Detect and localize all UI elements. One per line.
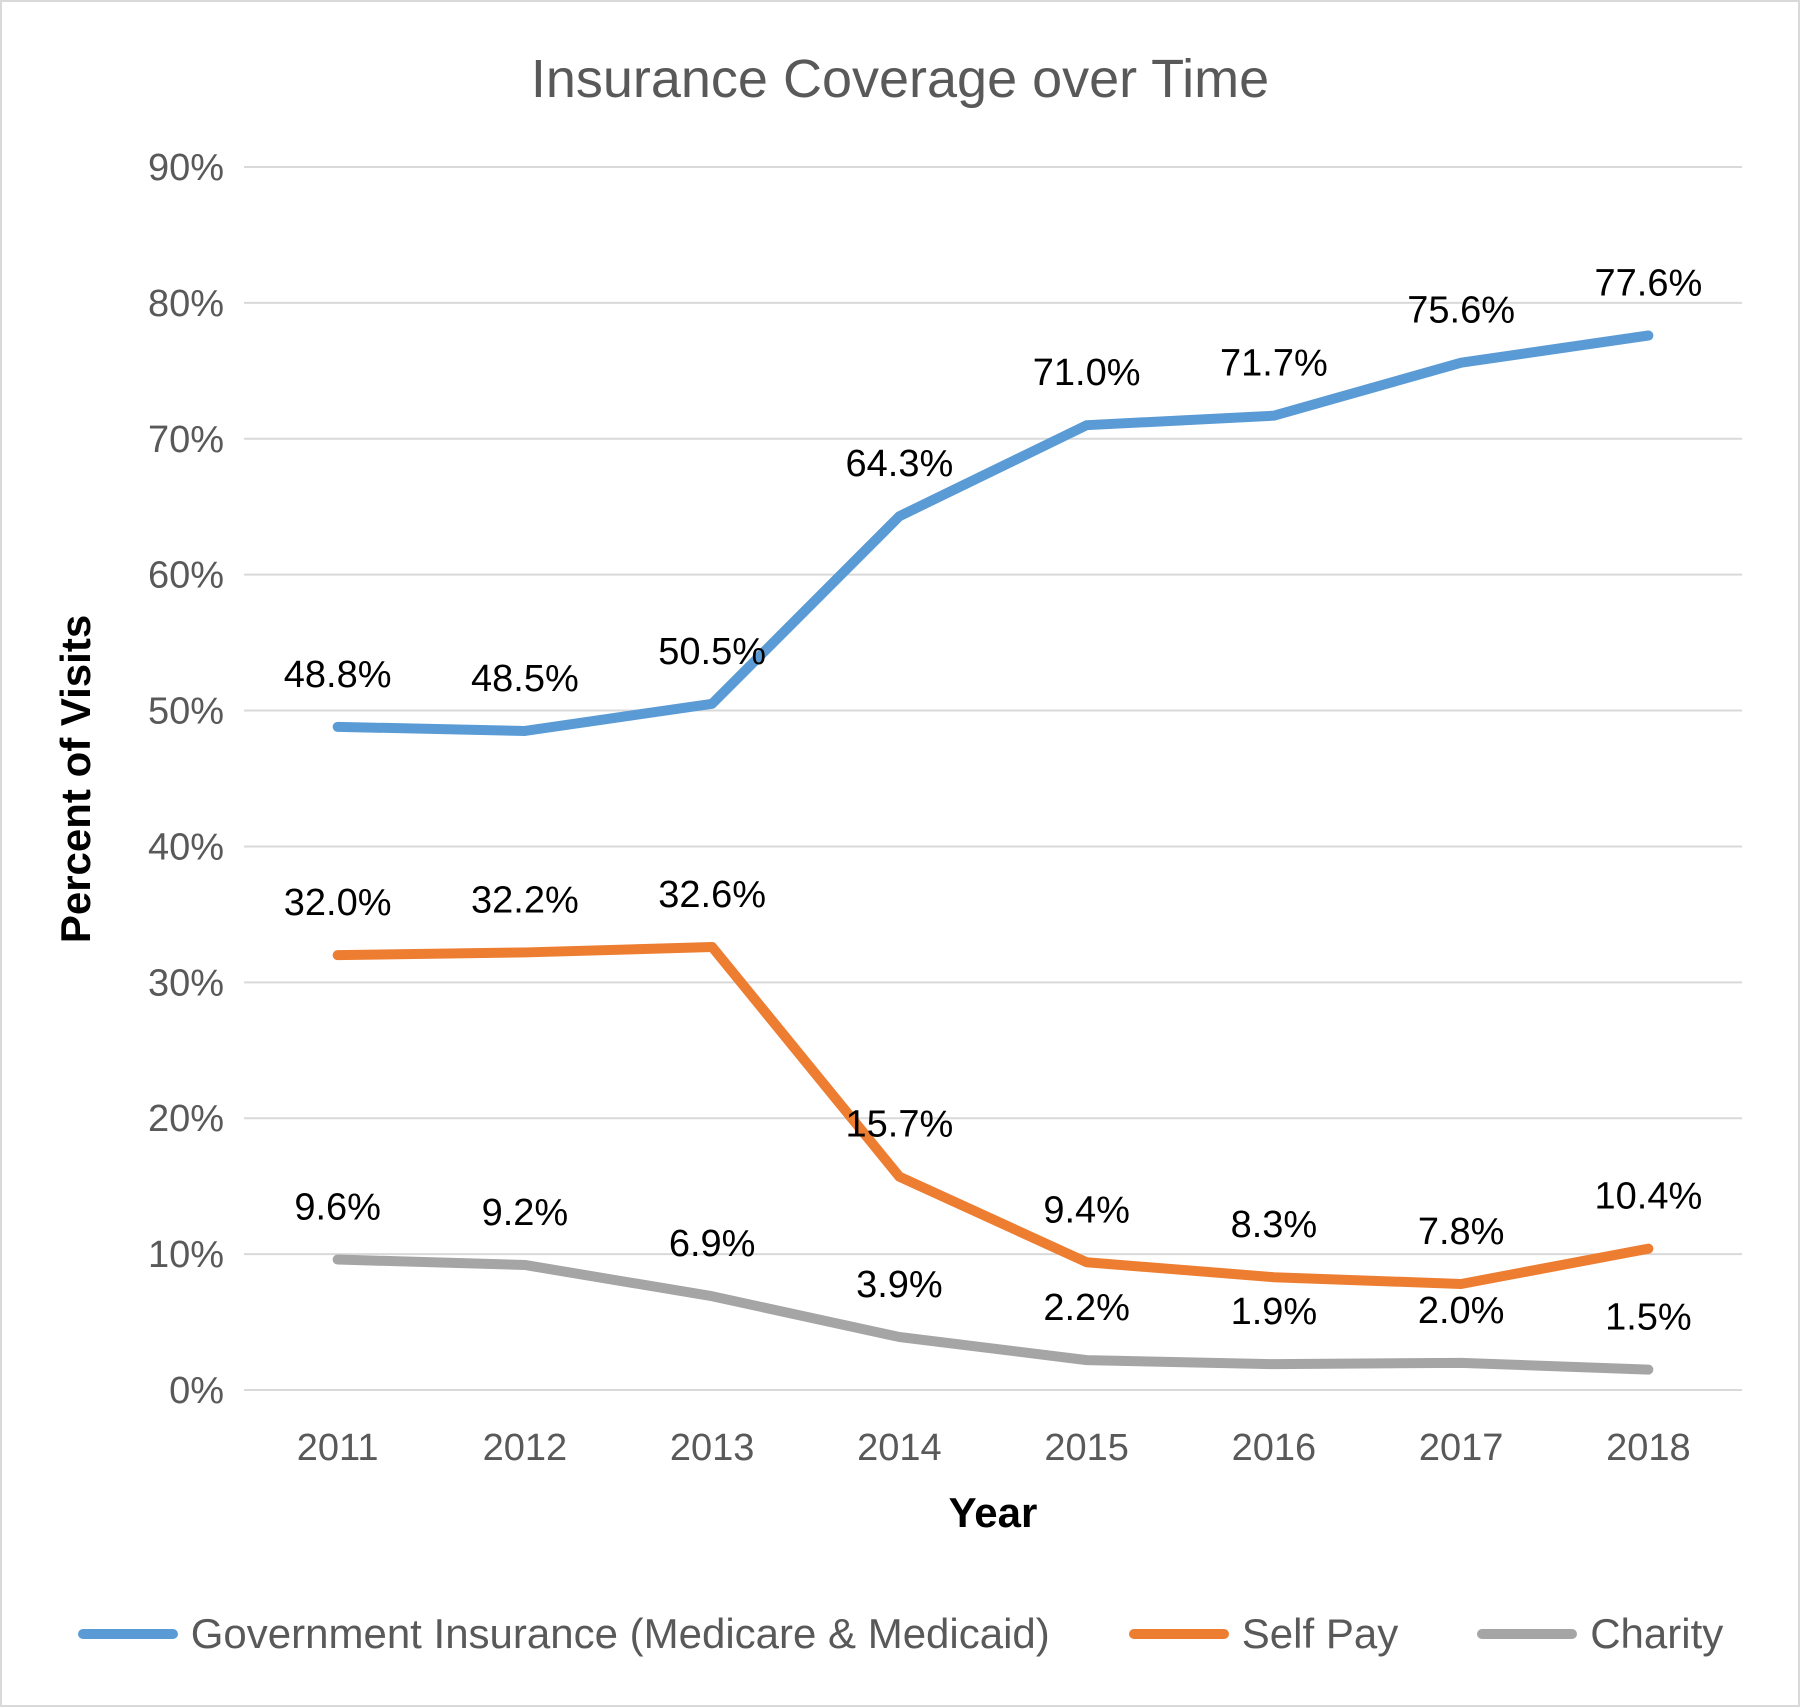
x-axis-title: Year <box>949 1489 1038 1536</box>
y-tick-label: 60% <box>148 555 224 597</box>
data-label-government-insurance-medicare-medicaid: 71.0% <box>1033 352 1141 394</box>
legend-swatch-self-pay-icon <box>1128 1629 1229 1639</box>
data-label-government-insurance-medicare-medicaid: 48.5% <box>471 658 579 700</box>
legend: Government Insurance (Medicare & Medicai… <box>2 1594 1798 1674</box>
data-label-self-pay: 7.8% <box>1418 1211 1505 1253</box>
data-label-charity: 3.9% <box>856 1264 943 1306</box>
data-label-self-pay: 10.4% <box>1595 1176 1703 1218</box>
series-line-charity <box>332 1254 1654 1375</box>
series-line-self-pay <box>332 942 1654 1290</box>
data-label-self-pay: 32.2% <box>471 879 579 921</box>
y-tick-label: 0% <box>169 1370 224 1412</box>
x-axis-tick-labels: 2011 2012 2013 2014 2015 2016 2017 2018 <box>297 1427 1691 1469</box>
data-label-government-insurance-medicare-medicaid: 71.7% <box>1220 343 1328 385</box>
data-labels-group: 48.8% 48.5% 50.5% 64.3% 71.0% 71.7% 75.6% 77.6%… <box>284 263 1703 1339</box>
y-axis-tick-labels: 0% 10% 20% 30% 40% 50% 60% 70% 80% 90% <box>148 147 224 1412</box>
chart-title: Insurance Coverage over Time <box>531 49 1269 109</box>
y-tick-label: 90% <box>148 147 224 189</box>
legend-swatch-government-insurance-icon <box>77 1629 178 1639</box>
data-label-charity: 1.9% <box>1231 1291 1318 1333</box>
data-label-self-pay: 8.3% <box>1231 1204 1318 1246</box>
x-tick-label: 2017 <box>1419 1427 1504 1469</box>
data-label-charity: 9.6% <box>294 1187 381 1229</box>
y-tick-label: 50% <box>148 691 224 733</box>
data-label-government-insurance-medicare-medicaid: 77.6% <box>1595 263 1703 305</box>
x-tick-label: 2015 <box>1044 1427 1129 1469</box>
data-label-charity: 1.5% <box>1605 1297 1692 1339</box>
data-label-self-pay: 32.0% <box>284 882 392 924</box>
y-tick-label: 10% <box>148 1234 224 1276</box>
legend-label: Charity <box>1590 1610 1724 1657</box>
legend-label: Government Insurance (Medicare & Medicai… <box>190 1610 1050 1657</box>
y-tick-label: 70% <box>148 419 224 461</box>
x-tick-label: 2012 <box>483 1427 568 1469</box>
data-label-charity: 6.9% <box>669 1223 756 1265</box>
legend-swatch-charity-icon <box>1477 1629 1578 1639</box>
y-tick-label: 20% <box>148 1098 224 1140</box>
x-tick-label: 2016 <box>1232 1427 1317 1469</box>
data-label-charity: 9.2% <box>482 1192 569 1234</box>
x-tick-label: 2014 <box>857 1427 942 1469</box>
x-tick-label: 2018 <box>1606 1427 1691 1469</box>
data-label-government-insurance-medicare-medicaid: 50.5% <box>658 631 766 673</box>
legend-label: Self Pay <box>1241 1610 1399 1657</box>
data-label-self-pay: 9.4% <box>1043 1189 1130 1231</box>
series-lines-group <box>332 330 1654 1375</box>
data-label-charity: 2.0% <box>1418 1290 1505 1332</box>
data-label-charity: 2.2% <box>1043 1287 1130 1329</box>
y-axis-title: Percent of Visits <box>52 615 99 943</box>
x-tick-label: 2011 <box>297 1427 379 1469</box>
legend-item-government-insurance: Government Insurance (Medicare & Medicai… <box>77 1610 1050 1658</box>
line-chart: Insurance Coverage over Time 0% 10% 20% 30%… <box>52 49 1742 1536</box>
data-label-self-pay: 32.6% <box>658 874 766 916</box>
y-tick-label: 30% <box>148 962 224 1004</box>
data-label-government-insurance-medicare-medicaid: 64.3% <box>846 443 954 485</box>
data-label-government-insurance-medicare-medicaid: 75.6% <box>1407 290 1515 332</box>
legend-item-charity: Charity <box>1476 1610 1723 1658</box>
y-tick-label: 80% <box>148 283 224 325</box>
legend-item-self-pay: Self Pay <box>1128 1610 1398 1658</box>
gridlines-group <box>244 166 1742 1391</box>
y-tick-label: 40% <box>148 826 224 868</box>
series-line-government-insurance-medicare-medicaid <box>332 330 1654 736</box>
x-tick-label: 2013 <box>670 1427 755 1469</box>
data-label-self-pay: 15.7% <box>846 1104 954 1146</box>
data-label-government-insurance-medicare-medicaid: 48.8% <box>284 654 392 696</box>
